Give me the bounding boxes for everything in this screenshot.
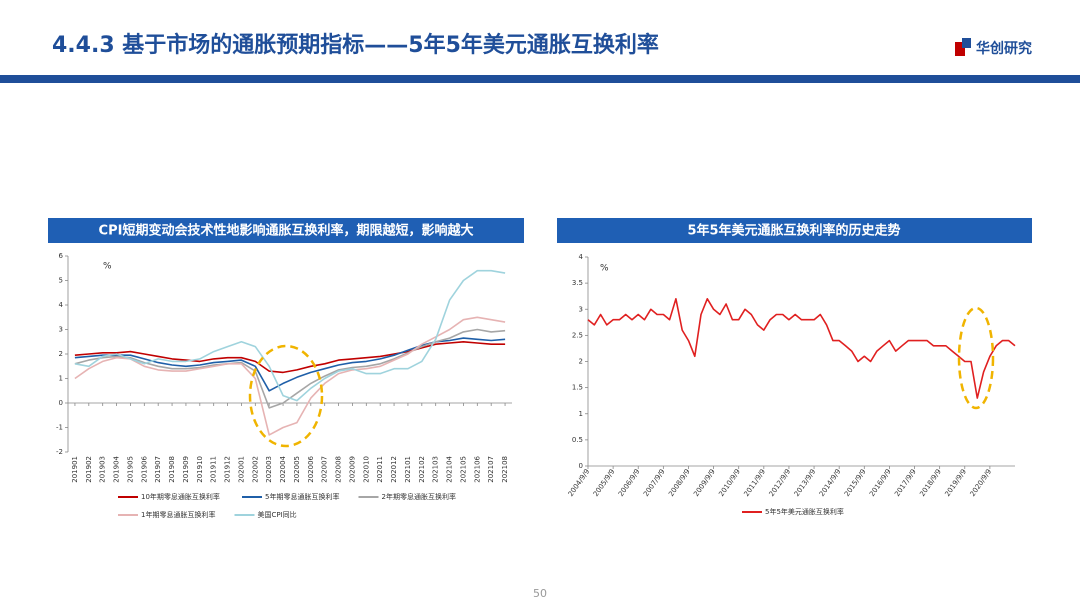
x-tick-label: 2015/9/9 (843, 468, 868, 498)
x-tick-label: 201901 (71, 456, 79, 483)
x-tick-label: 201909 (182, 456, 190, 483)
x-tick-label: 2011/9/9 (743, 468, 768, 498)
x-tick-label: 202003 (265, 456, 273, 483)
logo-icon (962, 38, 971, 48)
chart-title: 5年5年美元通胀互换利率的历史走势 (687, 223, 900, 239)
x-tick-label: 2006/9/9 (617, 468, 642, 498)
x-tick-label: 2008/9/9 (667, 468, 692, 498)
data-line (74, 328, 506, 409)
data-line (587, 298, 1016, 399)
y-tick-label: 2.5 (572, 331, 583, 339)
x-tick-label: 2016/9/9 (868, 468, 893, 498)
x-tick-label: 201905 (126, 456, 134, 483)
y-tick-label: -1 (56, 424, 63, 432)
x-tick-label: 202005 (293, 456, 301, 483)
x-tick-label: 202012 (390, 456, 398, 483)
legend-label: 10年期零息通胀互换利率 (141, 492, 220, 501)
data-line (74, 269, 506, 402)
data-line (74, 341, 506, 374)
x-tick-label: 202007 (321, 456, 329, 483)
x-tick-label: 2005/9/9 (592, 468, 617, 498)
y-tick-label: 6 (59, 252, 64, 260)
x-tick-label: 202006 (307, 455, 315, 482)
x-tick-label: 202002 (251, 456, 259, 483)
x-tick-label: 202101 (404, 456, 412, 483)
x-tick-label: 2012/9/9 (768, 468, 793, 498)
x-tick-label: 202011 (376, 456, 384, 483)
chart-title-bar (48, 218, 524, 243)
header-bar (0, 75, 1080, 83)
y-tick-label: 1.5 (572, 384, 583, 392)
y-tick-label: 3 (579, 305, 583, 313)
x-tick-label: 202107 (487, 456, 495, 483)
y-tick-label: 4 (579, 253, 584, 261)
y-tick-label: -2 (56, 448, 63, 456)
logo-text: 华创研究 (976, 40, 1032, 57)
x-tick-label: 201911 (210, 456, 218, 483)
x-tick-label: 2009/9/9 (692, 468, 717, 498)
x-tick-label: 202010 (362, 456, 370, 483)
y-tick-label: 2 (59, 350, 63, 358)
x-tick-label: 202103 (432, 456, 440, 483)
highlight-ellipse (248, 344, 324, 448)
x-tick-label: 2014/9/9 (818, 468, 843, 498)
x-tick-label: 201904 (113, 455, 121, 482)
page-number: 50 (533, 587, 547, 600)
y-tick-label: 5 (59, 277, 63, 285)
y-tick-label: 4 (59, 301, 64, 309)
x-tick-label: 2020/9/9 (969, 468, 994, 498)
x-tick-label: 201908 (168, 456, 176, 483)
data-line (74, 316, 506, 436)
x-tick-label: 201907 (154, 456, 162, 483)
y-tick-label: 0.5 (572, 436, 583, 444)
legend-label: 2年期零息通胀互换利率 (382, 492, 456, 501)
x-tick-label: 201910 (196, 456, 204, 483)
y-tick-label: 1 (579, 410, 583, 418)
x-tick-label: 2018/9/9 (918, 468, 943, 498)
x-tick-label: 202105 (459, 456, 467, 483)
unit-label: % (103, 262, 112, 272)
logo-icon (955, 42, 965, 56)
y-tick-label: 0 (59, 399, 63, 407)
highlight-ellipse (957, 306, 995, 410)
x-tick-label: 2007/9/9 (642, 468, 667, 498)
x-tick-label: 202008 (335, 456, 343, 483)
x-tick-label: 202104 (446, 455, 454, 482)
legend-label: 1年期零息通胀互换利率 (141, 510, 215, 519)
x-tick-label: 2013/9/9 (793, 468, 818, 498)
x-tick-label: 201902 (85, 456, 93, 483)
x-tick-label: 201903 (99, 456, 107, 483)
x-tick-label: 202108 (501, 456, 509, 483)
legend-label: 5年期零息通胀互换利率 (265, 492, 339, 501)
y-tick-label: 3.5 (572, 279, 583, 287)
x-tick-label: 202102 (418, 456, 426, 483)
slide-title: 4.4.3 基于市场的通胀预期指标——5年5年美元通胀互换利率 (52, 32, 659, 58)
x-tick-label: 2019/9/9 (943, 468, 968, 498)
y-tick-label: 3 (59, 326, 63, 334)
x-tick-label: 202001 (237, 456, 245, 483)
y-tick-label: 1 (59, 375, 63, 383)
y-tick-label: 2 (579, 358, 583, 366)
chart-title-bar (557, 218, 1032, 243)
x-tick-label: 2010/9/9 (717, 468, 742, 498)
x-tick-label: 201912 (224, 456, 232, 483)
legend-label: 5年5年美元通胀互换利率 (765, 507, 844, 516)
y-tick-label: 0 (579, 462, 583, 470)
x-tick-label: 202009 (348, 456, 356, 483)
x-tick-label: 202004 (279, 455, 287, 482)
x-tick-label: 202106 (473, 455, 481, 482)
x-tick-label: 201906 (140, 455, 148, 482)
x-tick-label: 2017/9/9 (893, 468, 918, 498)
unit-label: % (600, 264, 609, 274)
x-tick-label: 2004/9/9 (567, 468, 592, 498)
legend-label: 美国CPI同比 (258, 510, 297, 519)
chart-title: CPI短期变动会技术性地影响通胀互换利率，期限越短，影响越大 (99, 223, 474, 239)
